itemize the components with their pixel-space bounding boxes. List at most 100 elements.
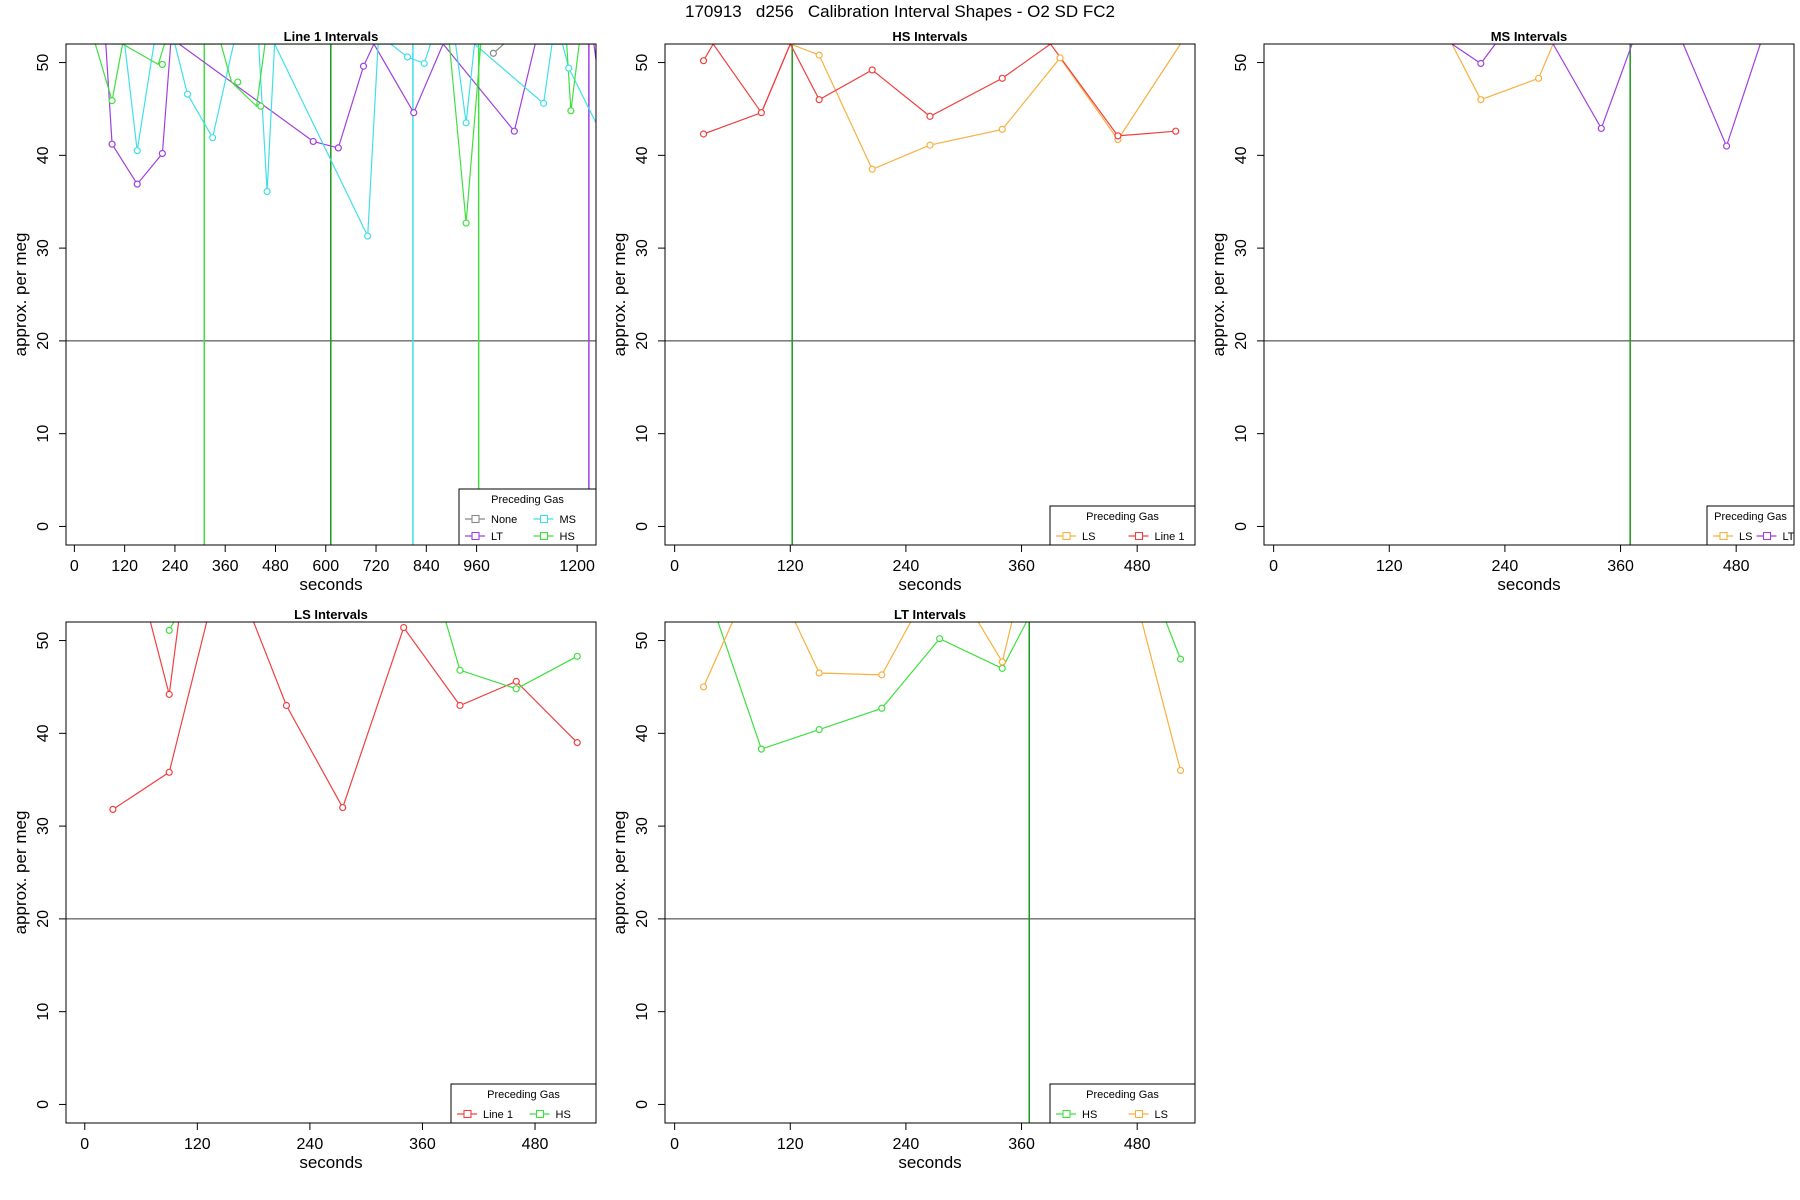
y-tick-label: 20 — [634, 910, 651, 928]
data-point-hs — [573, 652, 581, 660]
x-tick-label: 120 — [111, 558, 138, 575]
legend-entry-hs: HS — [556, 1109, 571, 1121]
legend-title: Preceding Gas — [1714, 511, 1787, 523]
data-point-lt — [309, 137, 317, 146]
y-tick-label: 40 — [1233, 146, 1250, 164]
x-tick-label: 360 — [212, 558, 239, 575]
x-tick-label: 360 — [1008, 558, 1035, 575]
data-point-hs — [158, 60, 166, 69]
y-tick-label: 10 — [1233, 425, 1250, 443]
y-tick-label: 40 — [35, 146, 52, 164]
y-tick-label: 40 — [634, 146, 651, 164]
data-point-hs — [234, 78, 242, 86]
y-tick-label: 0 — [634, 522, 651, 531]
x-tick-label: 840 — [413, 558, 440, 575]
data-point-hs — [936, 635, 944, 643]
legend-swatch-marker — [463, 1109, 472, 1119]
data-point-line-1 — [282, 701, 291, 710]
x-tick-label: 480 — [1124, 558, 1151, 575]
legend: Preceding Gas LS Line 1 — [1049, 505, 1196, 546]
data-point-ls — [699, 683, 708, 691]
legend-swatch-marker — [1134, 531, 1144, 541]
legend: Preceding Gas Line 1 HS — [450, 1083, 597, 1124]
plot-area — [699, 622, 1185, 1123]
x-tick-label: 480 — [1723, 558, 1750, 575]
x-axis-label: seconds — [299, 575, 362, 594]
series-line-ls — [702, 622, 734, 688]
data-point-ms — [420, 59, 428, 68]
y-tick-label: 10 — [35, 425, 52, 443]
data-point-line-1 — [339, 803, 347, 812]
plot-frame — [1263, 43, 1795, 546]
legend-swatch-marker — [471, 531, 480, 541]
legend-swatch-marker — [539, 514, 549, 524]
legend-entry-lt: LT — [491, 531, 503, 543]
series-line-line-1 — [253, 622, 578, 810]
y-tick-label: 50 — [35, 632, 52, 650]
legend-title: Preceding Gas — [1086, 1089, 1159, 1101]
legend-swatch-marker — [1062, 1109, 1071, 1119]
legend-swatch-marker — [471, 514, 480, 524]
data-point-line-1 — [926, 112, 934, 120]
x-tick-label: 360 — [1008, 1136, 1035, 1153]
data-point-ls — [998, 125, 1006, 133]
legend-box — [1049, 505, 1196, 546]
series-line-ls — [794, 622, 912, 676]
y-tick-label: 30 — [634, 239, 651, 257]
data-point-ls — [878, 671, 886, 679]
y-tick-label: 0 — [35, 1100, 52, 1109]
x-tick-label: 720 — [363, 558, 390, 575]
y-tick-label: 30 — [1233, 239, 1250, 257]
legend-entry-none: None — [491, 514, 517, 526]
data-point-ms — [462, 119, 470, 127]
x-tick-label: 120 — [1376, 558, 1403, 575]
legend-swatch-marker — [535, 1109, 545, 1119]
x-tick-label: 960 — [463, 558, 490, 575]
x-tick-label: 120 — [777, 1136, 804, 1153]
x-tick-label: 480 — [1124, 1136, 1151, 1153]
x-tick-label: 480 — [262, 558, 289, 575]
data-point-ms — [133, 147, 141, 155]
chart-panel-ms-intervals: MS Intervals seconds approx. per meg 0 120 24… — [1209, 29, 1795, 594]
plot-frame — [664, 621, 1196, 1124]
x-tick-label: 360 — [409, 1136, 436, 1153]
y-tick-label: 30 — [634, 817, 651, 835]
legend-title: Preceding Gas — [1086, 511, 1159, 523]
data-point-ms — [209, 134, 217, 142]
x-tick-label: 0 — [70, 558, 79, 575]
plot-area — [109, 622, 581, 814]
x-tick-label: 120 — [184, 1136, 211, 1153]
legend-entry-ls: LS — [1155, 1109, 1168, 1121]
legend: Preceding Gas LS LT — [1706, 505, 1795, 546]
y-axis-label: approx. per meg — [11, 811, 30, 935]
legend-swatch-marker — [539, 531, 549, 541]
chart-panel-ls-intervals: LS Intervals seconds approx. per meg 0 120 24… — [11, 607, 597, 1172]
x-axis-label: seconds — [299, 1153, 362, 1172]
series-line-line-1 — [703, 44, 791, 135]
data-point-ls — [868, 165, 876, 173]
data-point-hs — [815, 726, 823, 734]
legend-entry-ls: LS — [1739, 531, 1752, 543]
data-point-ls — [1176, 766, 1185, 775]
y-tick-label: 40 — [35, 724, 52, 742]
data-point-hs — [567, 107, 575, 115]
data-point-lt — [1477, 59, 1485, 68]
y-axis-label: approx. per meg — [11, 233, 30, 357]
data-point-ms — [565, 64, 573, 72]
chart-panel-line-1-intervals: Line 1 Intervals seconds approx. per meg 0 1… — [11, 29, 597, 594]
y-tick-label: 50 — [1233, 54, 1250, 72]
y-tick-label: 0 — [634, 1100, 651, 1109]
data-point-lt — [1597, 124, 1605, 133]
plot-frame — [65, 43, 597, 546]
x-tick-label: 240 — [162, 558, 189, 575]
data-point-hs — [757, 745, 765, 753]
data-point-hs — [456, 666, 464, 674]
legend-entry-lt: LT — [1783, 531, 1795, 543]
series-line-ls — [977, 622, 1013, 664]
legend-swatch-marker — [1762, 531, 1772, 541]
data-point-hs — [257, 102, 265, 110]
data-point-lt — [108, 140, 116, 148]
series-line-ls — [1451, 44, 1554, 101]
figure-title: 170913 d256 Calibration Interval Shapes … — [685, 2, 1115, 21]
